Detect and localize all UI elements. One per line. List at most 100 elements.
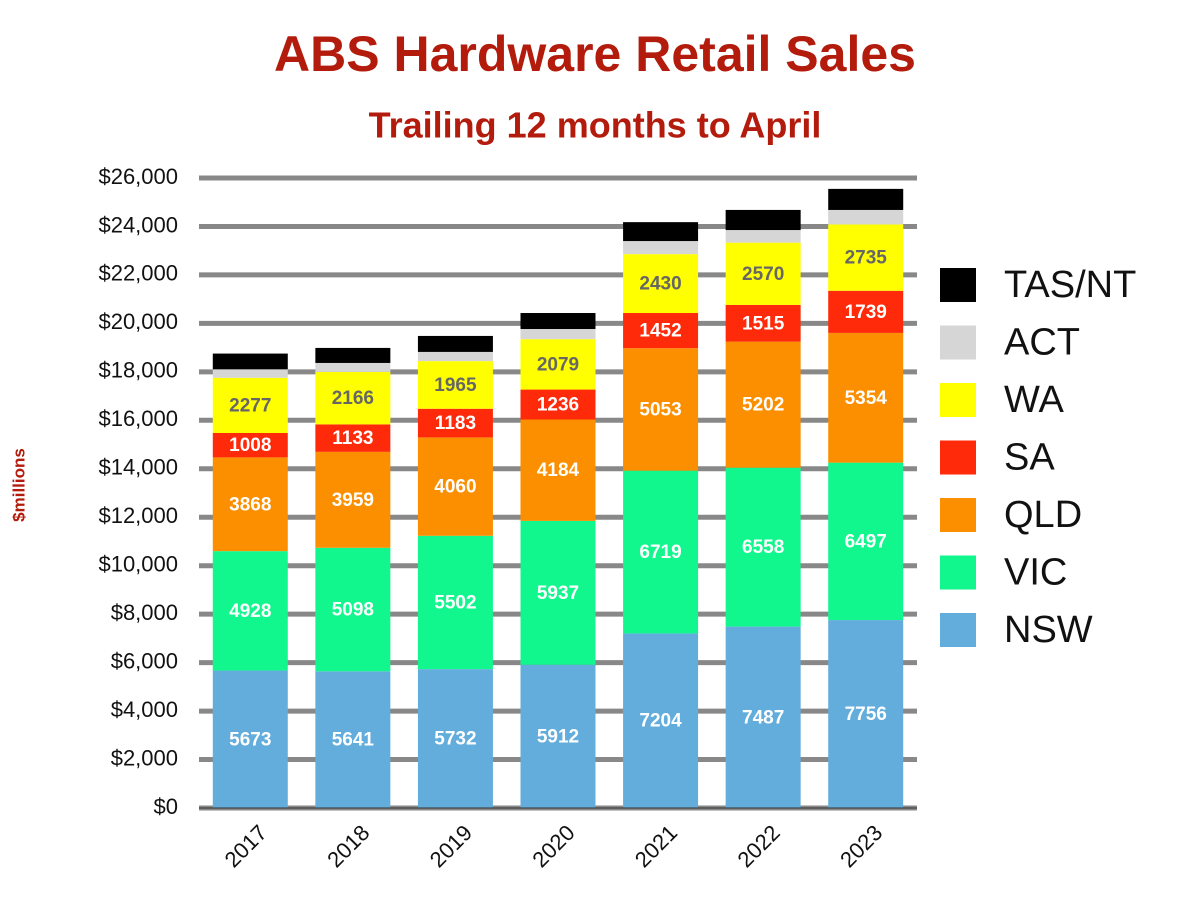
- bar-segment: [828, 620, 904, 808]
- y-tick-label: $14,000: [98, 455, 178, 480]
- y-tick-label: $26,000: [98, 164, 178, 189]
- data-label: 5354: [845, 388, 888, 409]
- legend-swatch: [940, 440, 976, 475]
- x-tick-label: 2021: [630, 820, 682, 872]
- data-label: 7204: [639, 711, 682, 732]
- data-label: 5937: [537, 583, 579, 604]
- data-label: 7487: [742, 707, 784, 728]
- bar-segment: [520, 339, 596, 390]
- bar-segment: [315, 671, 391, 808]
- bar-segment: [417, 361, 493, 409]
- y-axis-label: $millions: [9, 448, 28, 522]
- legend-label: SA: [1004, 437, 1055, 479]
- data-label: 1008: [229, 435, 271, 456]
- data-label: 1965: [434, 375, 477, 396]
- bar-segment: [725, 467, 801, 627]
- bar-segment: [725, 209, 801, 231]
- legend-swatch: [940, 325, 976, 360]
- data-label: 5732: [434, 729, 476, 750]
- bar-segment: [828, 209, 904, 225]
- data-label: 1739: [845, 302, 887, 323]
- data-label: 2079: [537, 354, 579, 375]
- bar-segment: [623, 254, 699, 314]
- y-tick-label: $12,000: [98, 503, 178, 528]
- bar-segment: [212, 457, 288, 552]
- data-label: 1515: [742, 313, 785, 334]
- data-label: 2277: [229, 395, 271, 416]
- legend-swatch: [940, 498, 976, 532]
- bar-segment: [315, 371, 391, 425]
- legend-swatch: [940, 555, 976, 590]
- bar-segment: [417, 535, 493, 670]
- x-tick-label: 2020: [527, 820, 579, 872]
- legend-label: QLD: [1004, 494, 1082, 536]
- bar-segment: [520, 389, 596, 420]
- data-label: 5502: [434, 592, 476, 613]
- bar-segment: [417, 351, 493, 362]
- y-tick-label: $22,000: [98, 261, 178, 286]
- data-label: 2166: [332, 388, 374, 409]
- bar-segment: [623, 313, 699, 349]
- legend-label: VIC: [1004, 552, 1067, 594]
- bar-segment: [212, 670, 288, 808]
- data-label: 6558: [742, 537, 784, 558]
- bar-segment: [520, 419, 596, 521]
- bar-segment: [520, 329, 596, 340]
- chart-subtitle: Trailing 12 months to April: [369, 105, 822, 146]
- bar-segment: [725, 304, 801, 342]
- y-tick-label: $0: [154, 794, 178, 819]
- bar-segment: [623, 241, 699, 255]
- x-tick-label: 2019: [425, 820, 477, 872]
- data-label: 1452: [639, 321, 681, 342]
- bar-segment: [623, 470, 699, 634]
- bar-segment: [520, 520, 596, 665]
- bar-segment: [417, 669, 493, 808]
- bar-segment: [828, 462, 904, 621]
- x-tick-label: 2022: [732, 820, 784, 872]
- bar-segment: [623, 348, 699, 471]
- bar-segment: [725, 626, 801, 808]
- bar-segment: [828, 332, 904, 463]
- bar-segment: [623, 222, 699, 242]
- data-label: 4060: [434, 477, 476, 498]
- bar-segment: [828, 188, 904, 210]
- data-label: 1236: [537, 395, 579, 416]
- y-tick-label: $8,000: [111, 600, 178, 625]
- bar-segment: [828, 224, 904, 291]
- legend-swatch: [940, 613, 976, 647]
- bar-segment: [212, 551, 288, 671]
- bar-segment: [315, 347, 391, 363]
- x-tick-label: 2018: [322, 820, 374, 872]
- legend-label: NSW: [1004, 609, 1093, 651]
- bar-segment: [417, 437, 493, 536]
- data-label: 5912: [537, 726, 579, 747]
- bar-segment: [212, 432, 288, 458]
- data-label: 3868: [229, 494, 271, 515]
- bar-segment: [417, 408, 493, 438]
- bar-segment: [417, 335, 493, 352]
- y-tick-label: $18,000: [98, 358, 178, 383]
- bar-segment: [212, 369, 288, 378]
- bar-segment: [725, 230, 801, 243]
- bar-segment: [315, 362, 391, 372]
- legend-label: TAS/NT: [1004, 264, 1136, 306]
- bar-segment: [828, 290, 904, 333]
- bar-segment: [725, 242, 801, 305]
- bar-segment: [725, 341, 801, 468]
- data-label: 4184: [537, 460, 580, 481]
- y-tick-label: $16,000: [98, 406, 178, 431]
- chart-title: ABS Hardware Retail Sales: [274, 26, 916, 82]
- data-label: 5202: [742, 395, 784, 416]
- x-tick-label: 2017: [220, 820, 272, 872]
- data-label: 5053: [639, 399, 681, 420]
- bar-segment: [212, 353, 288, 370]
- y-tick-label: $4,000: [111, 697, 178, 722]
- bar-segment: [315, 424, 391, 452]
- data-label: 1133: [332, 428, 373, 449]
- bar-segment: [212, 377, 288, 433]
- data-label: 5098: [332, 600, 374, 621]
- data-label: 6719: [639, 542, 681, 563]
- bar-segment: [315, 451, 391, 548]
- data-label: 2570: [742, 264, 784, 285]
